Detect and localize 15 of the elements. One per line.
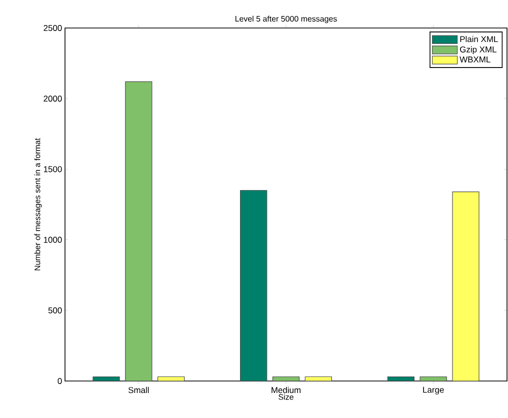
bar	[240, 190, 268, 381]
y-tick-label: 1000	[44, 236, 62, 243]
bar	[452, 191, 480, 381]
y-tick-label: 2000	[44, 96, 62, 102]
x-tick-label: Small	[128, 386, 149, 394]
y-tick-label: 500	[48, 307, 62, 314]
bar	[125, 81, 152, 381]
legend-label: WBXML	[460, 56, 490, 62]
legend-label: Plain XML	[460, 36, 498, 42]
y-tick-label: 2500	[44, 25, 62, 31]
x-tick-label: Large	[423, 386, 444, 394]
x-tick-label: Medium	[272, 386, 300, 394]
y-tick-label: 1500	[44, 166, 62, 172]
legend-label: Gzip XML	[460, 46, 496, 54]
y-tick-label: 0	[58, 378, 62, 384]
